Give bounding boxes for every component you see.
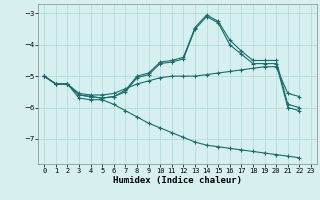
X-axis label: Humidex (Indice chaleur): Humidex (Indice chaleur) [113, 176, 242, 185]
